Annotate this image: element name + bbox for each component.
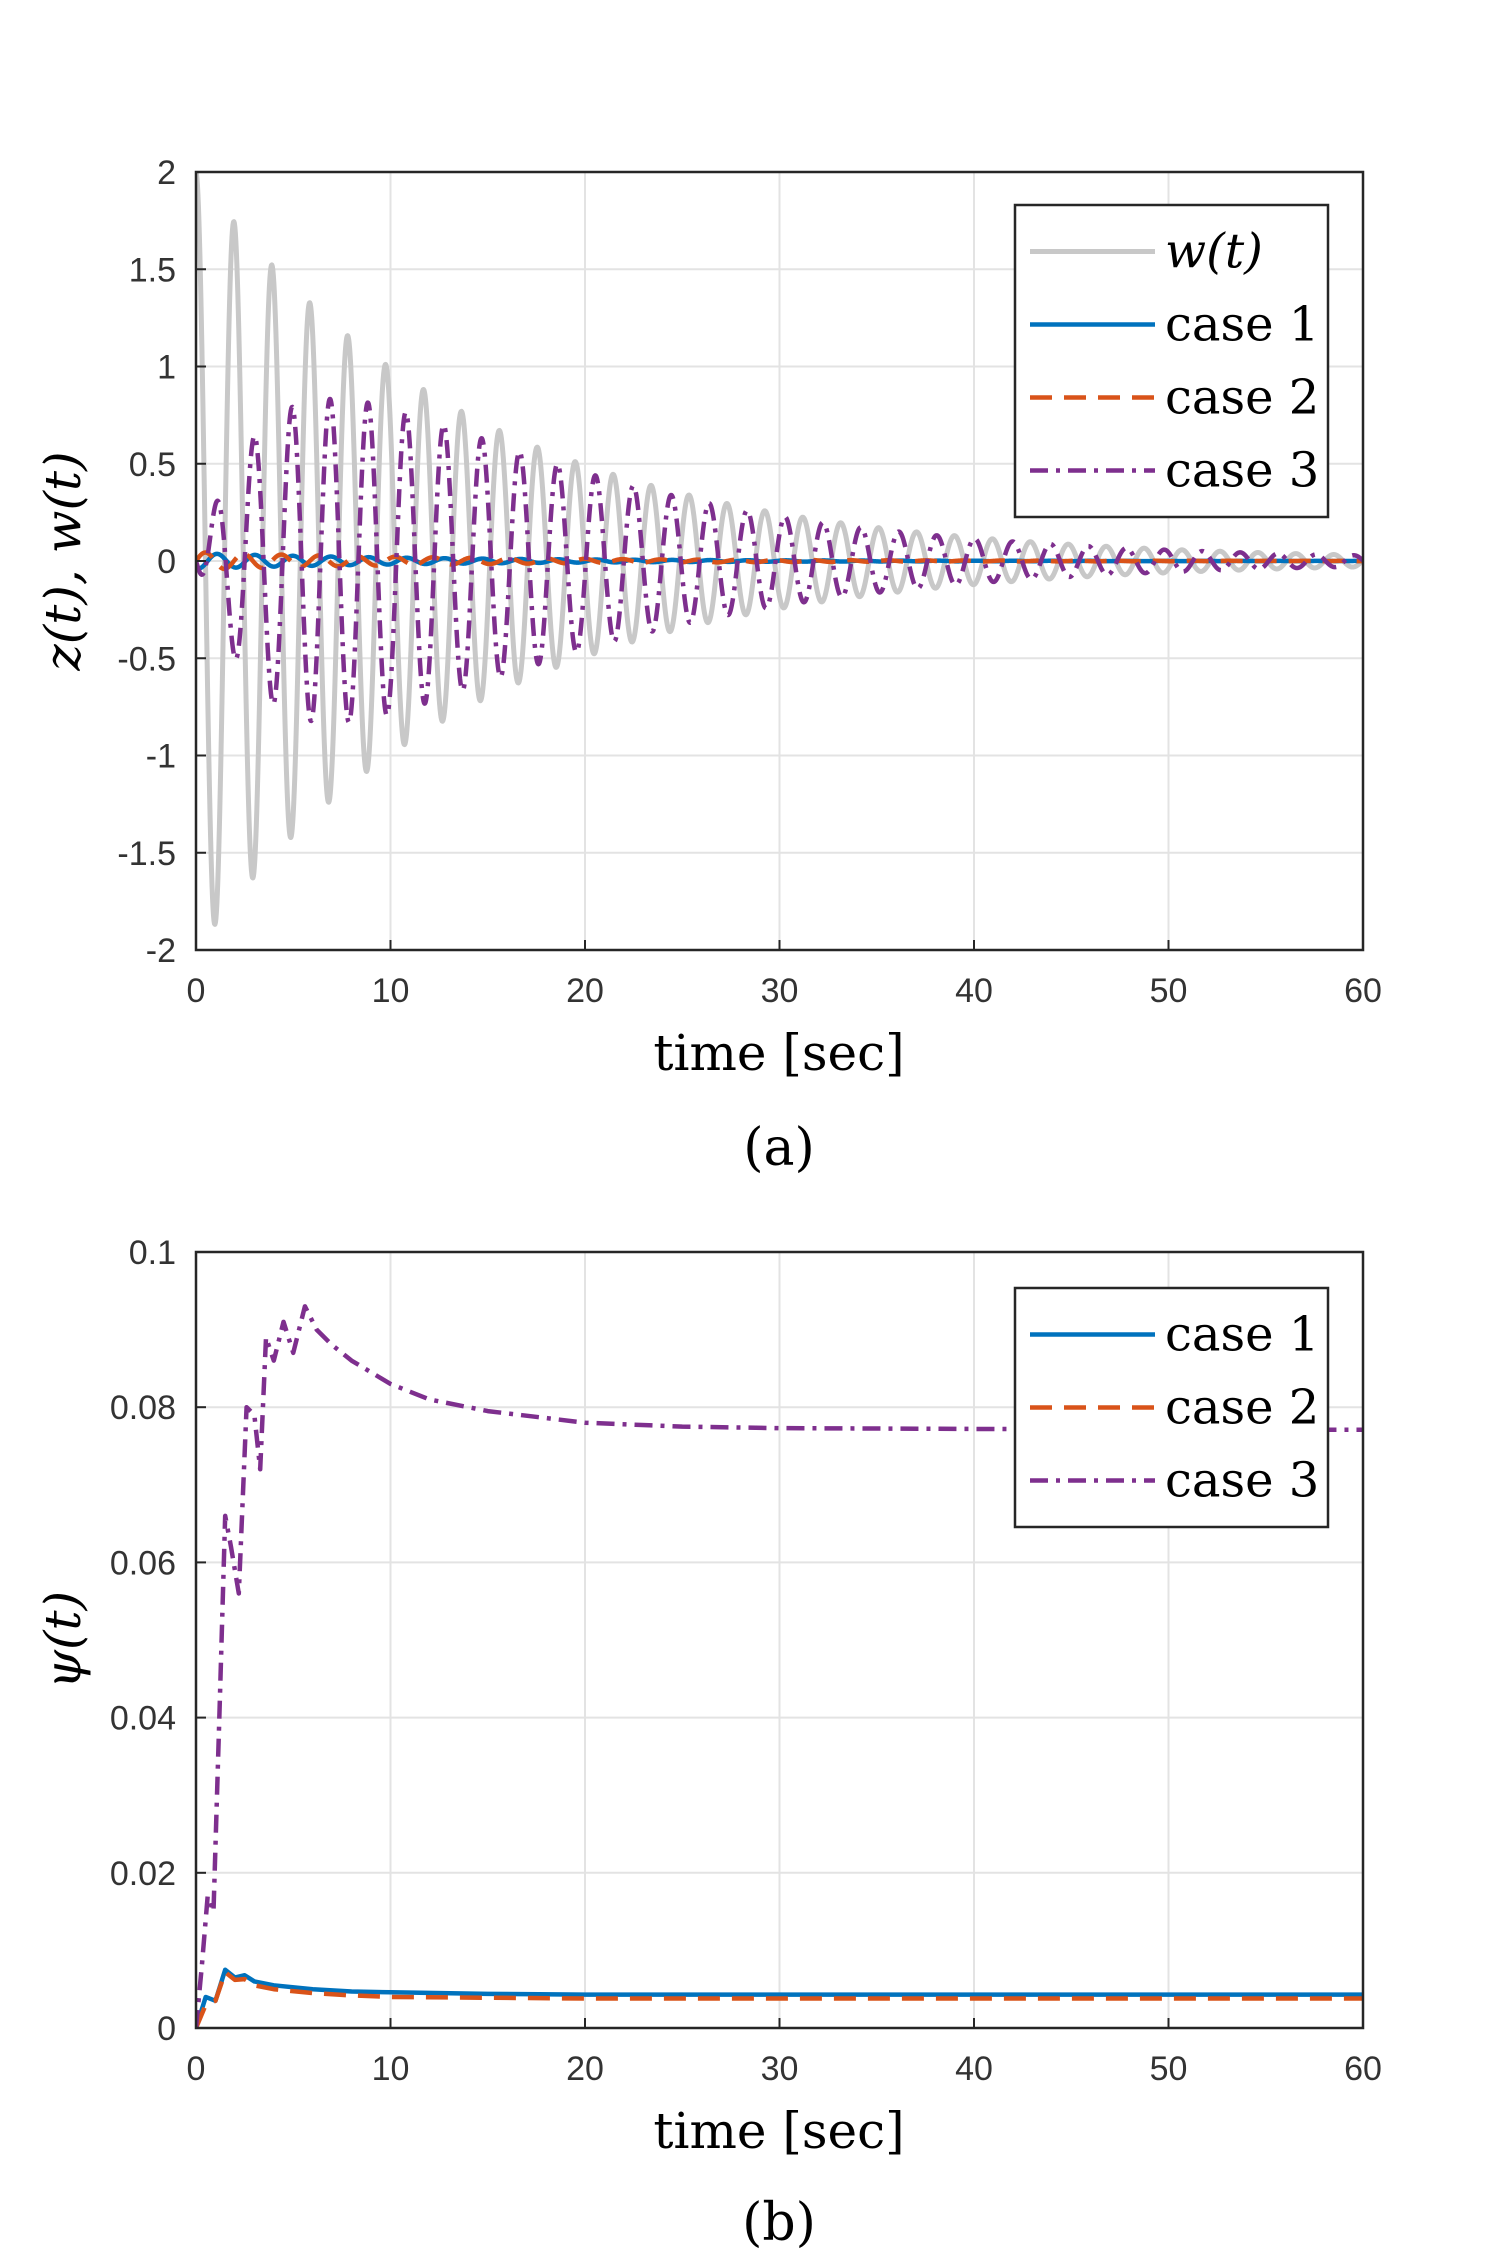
legend-label: case 2 xyxy=(1165,370,1319,426)
series-line-w-t xyxy=(196,172,1363,927)
x-tick-label: 30 xyxy=(761,2050,799,2088)
y-tick-label: 1 xyxy=(157,349,176,387)
y-tick-label: 0.06 xyxy=(110,1544,176,1582)
panel-a-chart: 0 10 20 30 40 50 60 -2 -1.5 -1 -0.5 0 0.5 1 1.5 2 w(t) c… xyxy=(34,154,1382,1178)
panel-caption-a: (a) xyxy=(743,1118,815,1178)
y-tick-label: -2 xyxy=(146,932,176,970)
x-tick-label: 50 xyxy=(1150,972,1188,1010)
y-tick-label: -1.5 xyxy=(117,835,176,873)
panel-b-chart: 0 10 20 30 40 50 60 0 0.02 0.04 0.06 0.08 0.1 case 1… xyxy=(34,1234,1382,2253)
panel-caption-b: (b) xyxy=(742,2193,816,2253)
legend-label: case 2 xyxy=(1165,1380,1319,1436)
x-tick-label: 40 xyxy=(955,972,993,1010)
series-line-case-3 xyxy=(196,396,1363,725)
x-tick-label: 40 xyxy=(955,2050,993,2088)
x-tick-label: 60 xyxy=(1344,972,1382,1010)
x-tick-label: 0 xyxy=(187,972,206,1010)
y-tick-label: -0.5 xyxy=(117,640,176,678)
y-tick-label: -1 xyxy=(146,738,176,776)
x-tick-label: 10 xyxy=(372,2050,410,2088)
y-tick-label: 0 xyxy=(157,543,176,581)
x-tick-label: 0 xyxy=(187,2050,206,2088)
y-axis-label-b: ψ(t) xyxy=(34,1591,92,1689)
x-tick-label: 20 xyxy=(566,2050,604,2088)
x-axis-label-a: time [sec] xyxy=(653,1024,904,1082)
y-tick-label: 0.1 xyxy=(129,1234,176,1272)
legend-box xyxy=(1013,203,1330,519)
y-tick-label: 0.02 xyxy=(110,1855,176,1893)
x-axis-label-b: time [sec] xyxy=(653,2102,904,2160)
y-tick-label: 0.04 xyxy=(110,1700,176,1738)
y-tick-label: 0.08 xyxy=(110,1389,176,1427)
legend-label: case 1 xyxy=(1165,297,1319,353)
series-line-case-3 xyxy=(196,1304,1363,2028)
series-line-case-2 xyxy=(196,550,1363,572)
y-tick-label: 0 xyxy=(157,2010,176,2048)
legend-label: case 3 xyxy=(1165,443,1319,499)
y-tick-label: 1.5 xyxy=(129,251,176,289)
x-tick-label: 50 xyxy=(1150,2050,1188,2088)
legend-label: w(t) xyxy=(1165,224,1263,280)
series-line-case-2 xyxy=(196,1969,1363,2028)
x-tick-label: 60 xyxy=(1344,2050,1382,2088)
legend-label: case 1 xyxy=(1165,1307,1319,1363)
series-line-case-1 xyxy=(196,1967,1363,2028)
legend-label: case 3 xyxy=(1165,1453,1319,1509)
x-tick-label: 10 xyxy=(372,972,410,1010)
y-tick-label: 0.5 xyxy=(129,446,176,484)
y-axis-label-a: z(t), w(t) xyxy=(34,451,92,671)
y-tick-label: 2 xyxy=(157,154,176,192)
x-tick-label: 20 xyxy=(566,972,604,1010)
x-tick-label: 30 xyxy=(761,972,799,1010)
